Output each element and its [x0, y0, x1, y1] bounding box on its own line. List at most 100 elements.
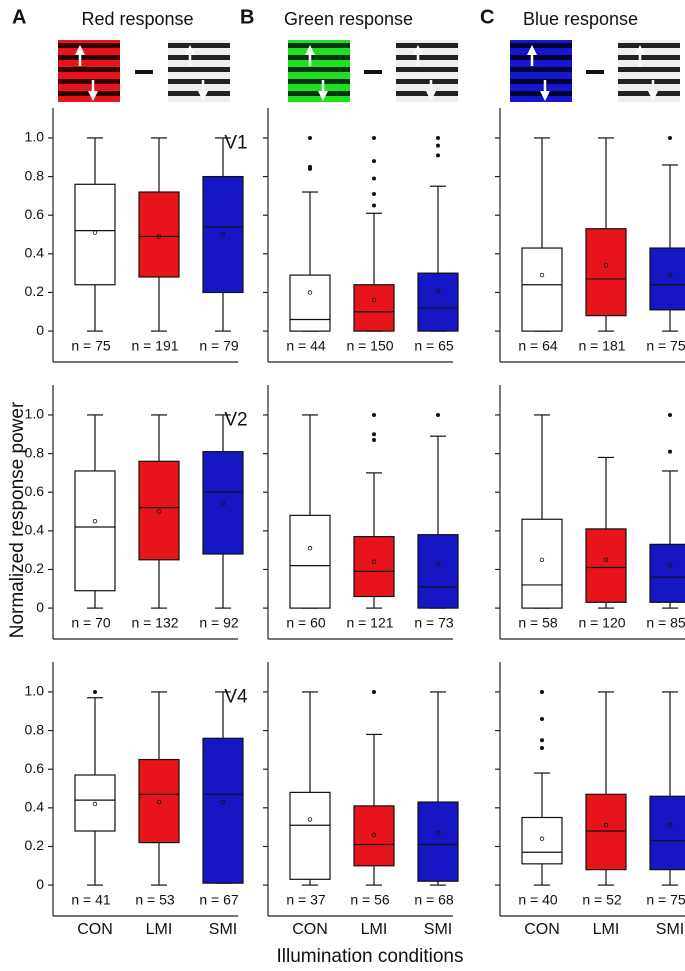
y-tick-label: 0.2 — [25, 283, 45, 299]
mean — [371, 832, 377, 838]
y-tick-label: 0.2 — [25, 837, 45, 853]
box — [138, 758, 180, 844]
count-label: n = 68 — [414, 892, 454, 908]
x-tick-label: CON — [524, 921, 560, 938]
mean — [156, 509, 162, 514]
x-tick-label: SMI — [656, 921, 684, 938]
flier — [372, 191, 376, 196]
flier — [668, 412, 672, 417]
mean — [92, 518, 98, 524]
mean — [220, 501, 226, 506]
box — [417, 801, 459, 882]
count-label: n = 52 — [582, 892, 622, 908]
count-label: n = 56 — [350, 892, 390, 908]
count-label: n = 85 — [646, 615, 685, 631]
mean — [667, 272, 673, 278]
count-label: n = 150 — [346, 338, 393, 354]
panel-letter: B — [240, 6, 254, 28]
mean — [667, 563, 673, 568]
count-label: n = 79 — [199, 338, 239, 354]
column-title: Red response — [81, 9, 193, 29]
mean — [435, 830, 441, 836]
count-label: n = 40 — [518, 892, 558, 908]
area-label: V4 — [224, 687, 248, 708]
count-label: n = 64 — [518, 338, 558, 354]
flier — [540, 689, 544, 694]
flier — [436, 143, 440, 148]
flier — [668, 449, 672, 454]
area-label: V2 — [224, 410, 247, 431]
count-label: n = 73 — [414, 615, 454, 631]
stimulus-icons — [58, 40, 680, 102]
box — [138, 460, 180, 561]
mean — [220, 232, 226, 237]
x-tick-label: SMI — [424, 921, 452, 938]
y-tick-label: 0.4 — [25, 799, 45, 815]
y-tick-label: 0.8 — [25, 167, 45, 183]
flier — [93, 689, 97, 694]
flier — [668, 135, 672, 140]
y-tick-label: 0.4 — [25, 245, 45, 261]
column-title: Blue response — [523, 9, 638, 29]
box — [202, 175, 244, 294]
count-label: n = 44 — [286, 338, 326, 354]
count-label: n = 53 — [135, 892, 175, 908]
y-tick-label: 0.6 — [25, 760, 45, 776]
box — [353, 536, 395, 598]
mean — [435, 288, 441, 293]
mean — [667, 823, 673, 828]
box — [289, 514, 331, 609]
y-tick-label: 0.6 — [25, 483, 45, 499]
box — [417, 534, 459, 609]
mean — [307, 817, 313, 822]
y-tick-label: 0.4 — [25, 522, 45, 538]
count-label: n = 58 — [518, 615, 558, 631]
box — [585, 228, 627, 317]
mean — [539, 557, 545, 563]
y-tick-label: 0.8 — [25, 444, 45, 460]
box — [202, 737, 244, 884]
count-label: n = 60 — [286, 615, 326, 631]
mean — [156, 799, 162, 805]
mean — [371, 297, 377, 303]
flier — [372, 689, 376, 694]
x-tick-label: LMI — [593, 921, 620, 938]
flier — [372, 412, 376, 417]
mean — [603, 823, 609, 828]
x-tick-label: CON — [292, 921, 328, 938]
flier — [540, 716, 544, 721]
y-tick-label: 1.0 — [25, 406, 45, 422]
x-tick-label: CON — [77, 921, 113, 938]
flier — [372, 176, 376, 181]
count-label: n = 41 — [71, 892, 111, 908]
box — [521, 247, 563, 332]
y-tick-label: 1.0 — [25, 683, 45, 699]
flier — [372, 432, 376, 437]
mean — [92, 230, 98, 235]
x-axis-label: Illumination conditions — [277, 946, 464, 967]
flier — [372, 135, 376, 140]
box — [649, 795, 685, 871]
box — [353, 284, 395, 332]
flier — [372, 438, 376, 443]
mean — [92, 801, 98, 807]
count-label: n = 181 — [578, 338, 625, 354]
mean — [435, 561, 441, 566]
box — [202, 451, 244, 555]
mean — [539, 272, 545, 278]
count-label: n = 121 — [346, 615, 393, 631]
column-title: Green response — [284, 9, 413, 29]
box — [649, 543, 685, 603]
box — [74, 774, 116, 832]
x-tick-label: LMI — [361, 921, 388, 938]
box — [417, 272, 459, 332]
x-tick-label: SMI — [209, 921, 237, 938]
count-label: n = 132 — [131, 615, 178, 631]
flier — [436, 153, 440, 158]
mean — [220, 799, 226, 805]
flier — [372, 203, 376, 208]
mean — [603, 263, 609, 268]
flier — [540, 745, 544, 750]
flier — [308, 135, 312, 140]
